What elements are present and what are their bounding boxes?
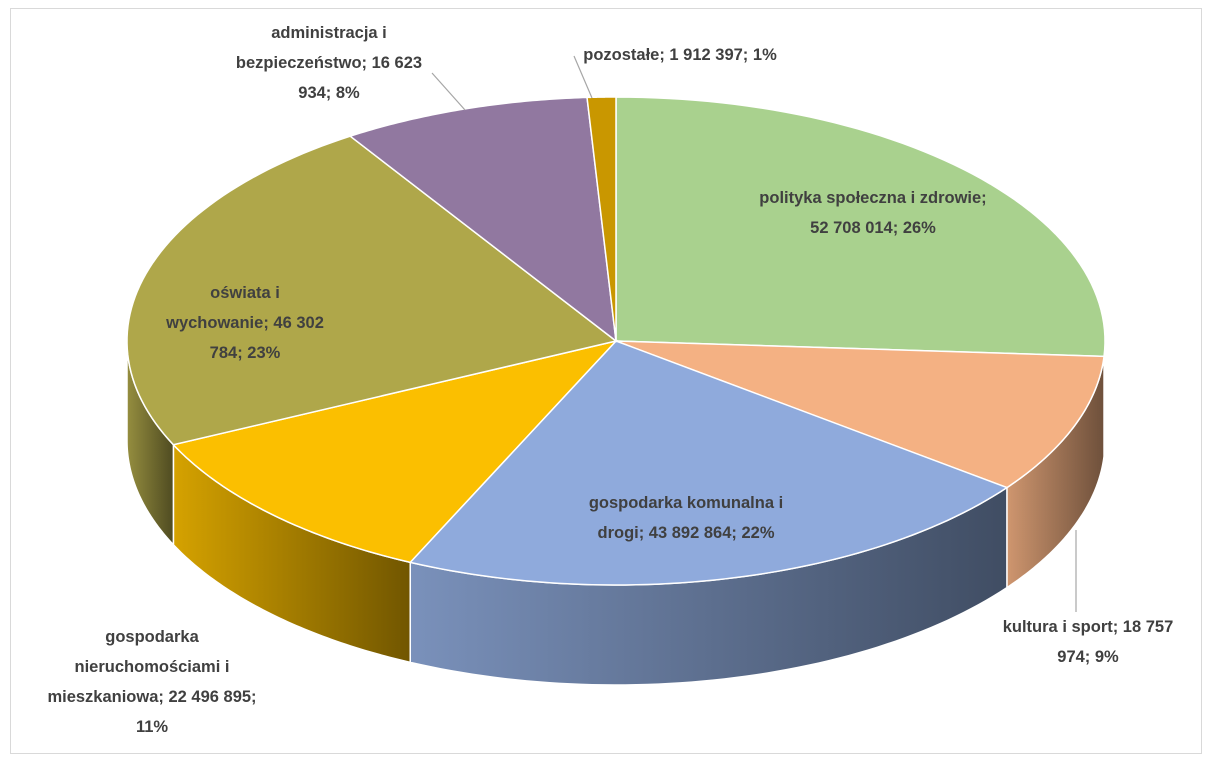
sides xyxy=(126,340,1106,686)
data-label: gospodarka nieruchomościami i mieszkanio… xyxy=(47,628,257,736)
data-label: pozostałe; 1 912 397; 1% xyxy=(583,46,777,64)
slice xyxy=(171,339,619,564)
leader-lines xyxy=(431,55,1077,612)
data-label: kultura i sport; 18 757 974; 9% xyxy=(1002,618,1174,666)
leader-line xyxy=(431,72,466,111)
chart-frame xyxy=(10,8,1202,754)
slice xyxy=(126,135,618,446)
data-label: gospodarka komunalna i drogi; 43 892 864… xyxy=(588,494,784,542)
data-label: administracja i bezpieczeństwo; 16 623 9… xyxy=(235,24,423,102)
slice xyxy=(615,96,1106,358)
data-label: oświata i wychowanie; 46 302 784; 23% xyxy=(166,284,324,362)
data-label: polityka społeczna i zdrowie; 52 708 014… xyxy=(759,189,987,237)
leader-line xyxy=(573,55,593,99)
tops xyxy=(126,96,1106,586)
slice xyxy=(615,340,1105,489)
